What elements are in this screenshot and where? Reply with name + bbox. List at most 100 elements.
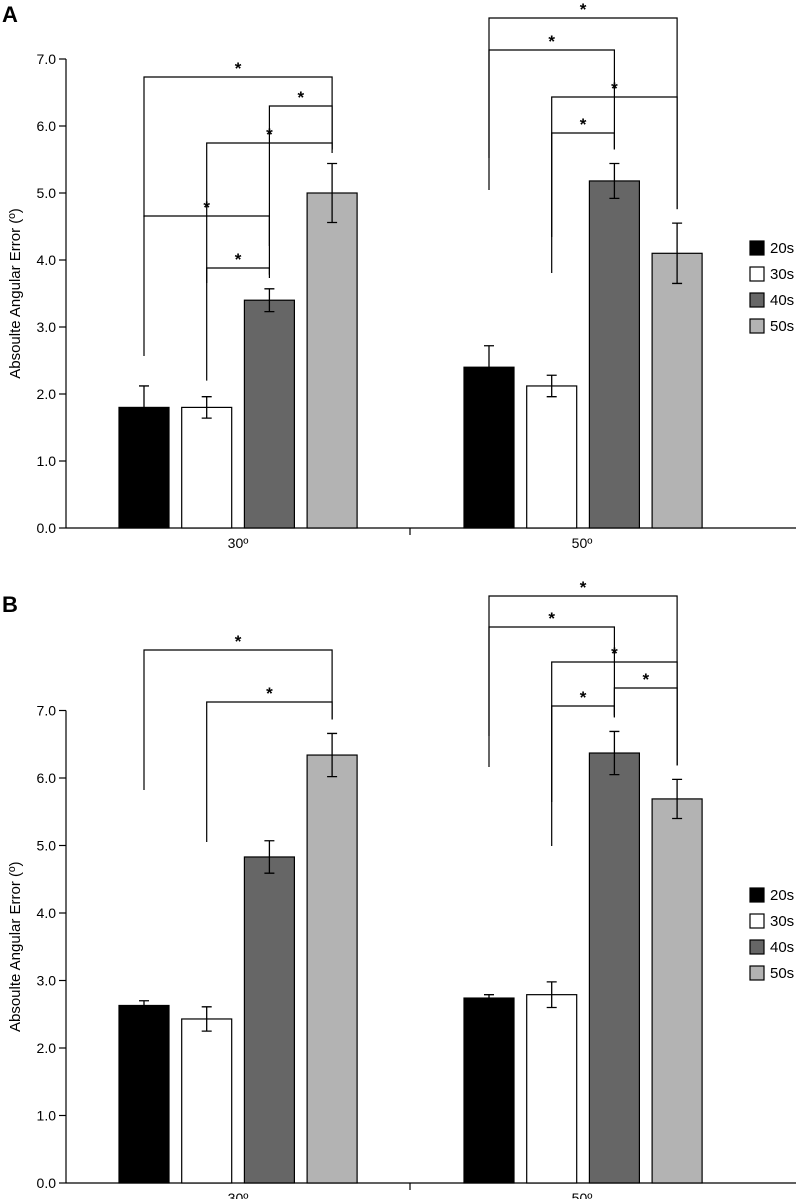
significance-star: *	[297, 88, 304, 107]
significance-star: *	[548, 32, 555, 51]
bar-30s	[526, 385, 578, 529]
significance-star: *	[611, 79, 618, 98]
error-bar	[327, 162, 338, 224]
y-tick-label: 0.0	[37, 520, 57, 536]
legend-swatch-40s	[749, 939, 765, 955]
significance-star: *	[642, 670, 649, 689]
panel-letter: B	[2, 592, 18, 617]
significance-star: *	[611, 644, 618, 663]
y-tick-label: 1.0	[37, 453, 57, 469]
significance-star: *	[580, 578, 587, 597]
significance-bracket	[613, 687, 678, 766]
y-tick-label: 6.0	[37, 770, 57, 786]
significance-star: *	[203, 198, 210, 217]
error-bar	[139, 385, 149, 430]
error-bar	[484, 994, 494, 1003]
y-tick-label: 2.0	[37, 1040, 57, 1056]
error-bar	[609, 162, 620, 200]
bar-50s	[306, 192, 358, 529]
error-bar	[546, 374, 557, 398]
legend-label: 40s	[770, 939, 794, 956]
error-bar	[139, 1000, 149, 1011]
y-tick-label: 1.0	[37, 1108, 57, 1124]
legend-swatch-30s	[749, 266, 765, 282]
y-tick-label: 3.0	[37, 319, 57, 335]
significance-bracket	[206, 701, 333, 842]
error-bar	[201, 396, 212, 419]
legend-label: 20s	[770, 240, 794, 257]
significance-bracket	[551, 132, 615, 273]
legend-label: 30s	[770, 266, 794, 283]
bar-50s	[651, 798, 703, 1184]
panel-b: B 0.0 1.0 2.0 3.0 4.0 5.0 6.0 7.0 30º 50º Absoulte …	[2, 578, 796, 1199]
bar-20s	[463, 366, 515, 529]
legend-swatch-40s	[749, 292, 765, 308]
bar-30s	[181, 406, 233, 529]
significance-bracket	[488, 49, 615, 190]
significance-bracket	[268, 105, 333, 246]
x-tick-label: 50º	[572, 1190, 593, 1199]
bar-40s	[243, 856, 295, 1184]
error-bar	[484, 345, 494, 390]
bar-40s	[243, 299, 295, 529]
significance-bracket	[206, 267, 270, 381]
error-bar	[264, 288, 275, 313]
panel-letter: A	[2, 2, 18, 27]
y-tick-label: 7.0	[37, 703, 57, 719]
y-tick-label: 4.0	[37, 905, 57, 921]
x-tick-label: 50º	[572, 535, 593, 551]
legend-swatch-50s	[749, 318, 765, 334]
legend-swatch-50s	[749, 965, 765, 981]
significance-bracket	[143, 649, 333, 790]
bar-50s	[306, 754, 358, 1184]
significance-star: *	[548, 609, 555, 628]
error-bar	[609, 730, 620, 776]
significance-star: *	[266, 125, 273, 144]
significance-star: *	[235, 250, 242, 269]
significance-bracket	[143, 215, 270, 356]
significance-star: *	[235, 59, 242, 78]
x-tick-label: 30º	[228, 1190, 249, 1199]
legend-label: 40s	[770, 292, 794, 309]
significance-star: *	[580, 0, 587, 19]
legend-swatch-30s	[749, 913, 765, 929]
bar-20s	[463, 997, 515, 1184]
bar-40s	[588, 752, 641, 1184]
legend-label: 50s	[770, 965, 794, 982]
legend-label: 20s	[770, 887, 794, 904]
bar-30s	[526, 994, 578, 1184]
y-axis-title: Absoulte Angular Error (º)	[7, 861, 24, 1032]
x-tick-label: 30º	[228, 535, 249, 551]
significance-star: *	[580, 115, 587, 134]
y-tick-label: 3.0	[37, 973, 57, 989]
y-tick-label: 7.0	[37, 51, 57, 67]
y-axis-title: Absoulte Angular Error (º)	[7, 208, 24, 379]
significance-bracket	[488, 626, 615, 767]
y-tick-label: 4.0	[37, 252, 57, 268]
error-bar	[327, 732, 338, 778]
bar-40s	[588, 180, 641, 529]
significance-bracket	[488, 17, 678, 210]
significance-bracket	[551, 705, 615, 846]
legend-label: 30s	[770, 913, 794, 930]
y-tick-label: 5.0	[37, 185, 57, 201]
bar-30s	[181, 1018, 233, 1184]
bar-50s	[651, 252, 703, 529]
error-bar	[672, 222, 683, 285]
y-tick-label: 5.0	[37, 838, 57, 854]
significance-star: *	[580, 688, 587, 707]
y-tick-label: 6.0	[37, 118, 57, 134]
y-tick-label: 0.0	[37, 1175, 57, 1191]
error-bar	[264, 840, 275, 874]
error-bar	[672, 778, 683, 820]
error-bar	[546, 981, 557, 1009]
y-tick-label: 2.0	[37, 386, 57, 402]
legend-label: 50s	[770, 318, 794, 335]
significance-star: *	[266, 684, 273, 703]
legend-swatch-20s	[749, 240, 765, 256]
error-bar	[201, 1006, 212, 1032]
significance-star: *	[235, 632, 242, 651]
panel-a: A 0.0 1.0 2.0 3.0 4.0 5.0 6.0 7.0 30º 50º Absoulte …	[2, 0, 796, 551]
significance-bracket	[206, 142, 333, 283]
